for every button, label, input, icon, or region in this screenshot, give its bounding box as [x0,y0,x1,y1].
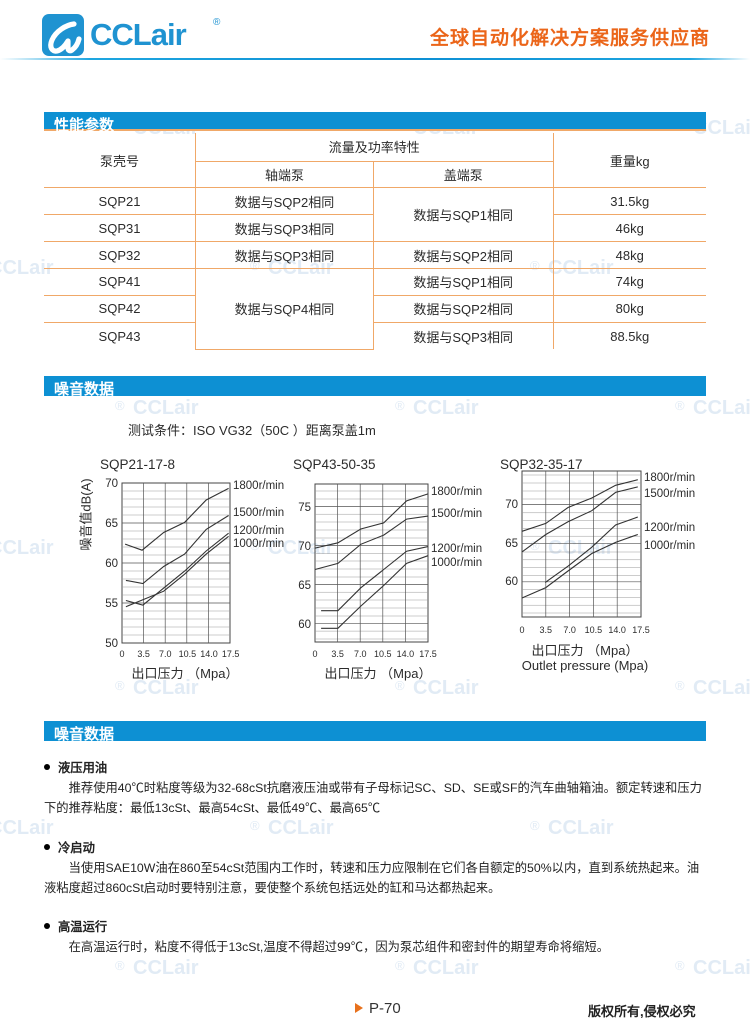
svg-text:75: 75 [298,502,311,514]
svg-text:1800r/min: 1800r/min [233,480,284,492]
svg-text:1500r/min: 1500r/min [431,508,482,520]
svg-text:0: 0 [519,625,524,635]
svg-text:7.0: 7.0 [159,649,172,659]
svg-text:65: 65 [105,518,118,530]
svg-text:3.5: 3.5 [540,625,553,635]
svg-text:1000r/min: 1000r/min [644,540,695,552]
svg-text:17.5: 17.5 [419,649,437,659]
svg-text:14.0: 14.0 [200,649,218,659]
svg-text:1500r/min: 1500r/min [233,507,284,519]
svg-text:1000r/min: 1000r/min [431,557,482,569]
svg-text:1800r/min: 1800r/min [431,486,482,498]
svg-text:0: 0 [119,649,124,659]
svg-text:60: 60 [298,619,311,631]
svg-text:14.0: 14.0 [397,649,415,659]
svg-text:7.0: 7.0 [563,625,576,635]
svg-text:1200r/min: 1200r/min [644,522,695,534]
svg-text:50: 50 [105,638,118,650]
svg-text:1800r/min: 1800r/min [644,472,695,484]
svg-text:3.5: 3.5 [137,649,150,659]
svg-text:65: 65 [505,538,518,550]
svg-text:1500r/min: 1500r/min [644,488,695,500]
svg-text:7.0: 7.0 [354,649,367,659]
svg-text:14.0: 14.0 [608,625,626,635]
svg-text:17.5: 17.5 [632,625,650,635]
svg-text:60: 60 [505,576,518,588]
svg-text:0: 0 [312,649,317,659]
svg-text:60: 60 [105,558,118,570]
svg-text:1000r/min: 1000r/min [233,538,284,550]
svg-text:70: 70 [298,541,311,553]
svg-text:3.5: 3.5 [331,649,344,659]
svg-text:1200r/min: 1200r/min [431,543,482,555]
svg-text:70: 70 [105,478,118,490]
svg-text:1200r/min: 1200r/min [233,525,284,537]
svg-text:10.5: 10.5 [374,649,392,659]
svg-text:55: 55 [105,598,118,610]
svg-text:65: 65 [298,580,311,592]
svg-text:10.5: 10.5 [179,649,197,659]
svg-text:17.5: 17.5 [222,649,240,659]
svg-text:10.5: 10.5 [585,625,603,635]
svg-text:70: 70 [505,499,518,511]
